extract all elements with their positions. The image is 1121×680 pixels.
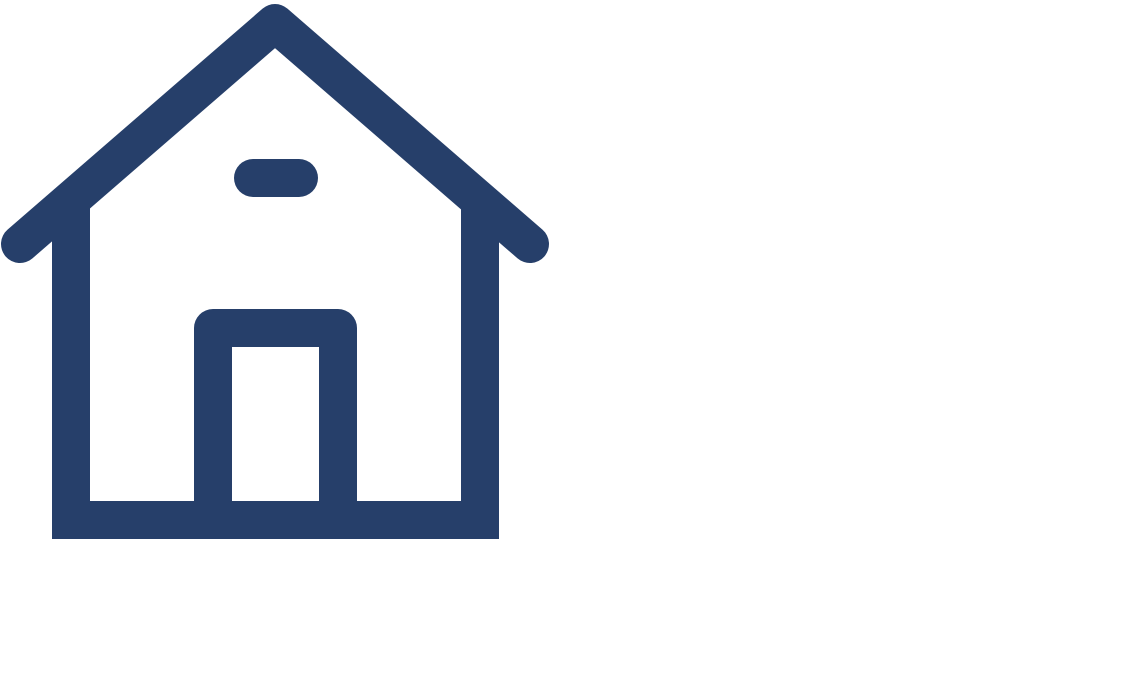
home-icon-graphic (1, 4, 549, 539)
door-frame (194, 309, 357, 520)
roof-line (1, 4, 549, 263)
house-walls (52, 205, 499, 539)
home-icon (0, 0, 560, 560)
